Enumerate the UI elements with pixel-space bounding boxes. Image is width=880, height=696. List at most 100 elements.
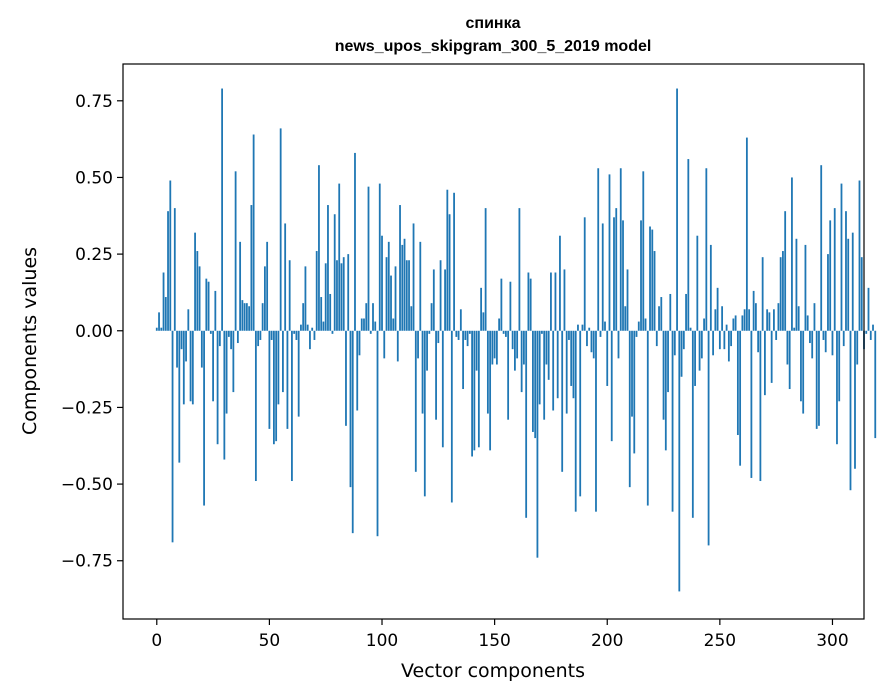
bar xyxy=(421,330,424,414)
bar xyxy=(840,183,843,331)
bar xyxy=(649,226,651,331)
bar xyxy=(770,330,773,383)
bar xyxy=(207,281,210,331)
bar xyxy=(703,318,705,331)
bar xyxy=(225,330,228,414)
bar xyxy=(437,330,440,344)
bar xyxy=(351,330,354,534)
bar xyxy=(286,330,289,429)
bar xyxy=(550,272,552,331)
bar xyxy=(734,315,737,331)
bar xyxy=(664,330,667,451)
bar xyxy=(631,330,633,417)
bar xyxy=(687,159,690,331)
bar xyxy=(394,266,397,331)
bar xyxy=(869,330,872,340)
bar xyxy=(777,303,780,331)
bar xyxy=(288,260,291,331)
bar xyxy=(764,330,766,396)
bar xyxy=(759,330,762,482)
bar xyxy=(196,251,199,331)
bar xyxy=(610,330,613,442)
bar xyxy=(838,330,841,402)
bar xyxy=(588,327,591,331)
bar xyxy=(529,278,532,331)
y-tick-label: 0.50 xyxy=(75,168,113,188)
bar xyxy=(678,330,681,592)
bar xyxy=(504,330,507,337)
bar xyxy=(723,330,726,350)
bar xyxy=(655,330,658,347)
plot-frame xyxy=(122,63,865,620)
bar xyxy=(347,254,350,331)
bar xyxy=(266,241,269,331)
bar xyxy=(815,330,818,429)
x-tick-label: 150 xyxy=(478,631,510,651)
bar xyxy=(455,330,458,337)
bar xyxy=(725,324,728,331)
bar xyxy=(340,263,343,331)
bar xyxy=(475,330,478,371)
bar xyxy=(606,330,609,386)
bar xyxy=(227,330,230,337)
bar xyxy=(277,330,280,405)
bar xyxy=(241,300,244,331)
bar xyxy=(221,88,223,331)
bar xyxy=(579,330,582,497)
bar xyxy=(155,327,158,331)
bar xyxy=(561,330,564,472)
bar xyxy=(493,330,496,359)
bar xyxy=(200,330,203,368)
bar xyxy=(730,330,733,347)
bar xyxy=(581,324,584,331)
y-tick-label: 0.00 xyxy=(75,322,113,342)
bar xyxy=(691,330,694,518)
bar xyxy=(682,330,685,350)
bar xyxy=(453,192,455,331)
bar xyxy=(874,330,877,439)
bar xyxy=(568,330,570,340)
bar xyxy=(374,321,377,331)
bar xyxy=(300,324,302,331)
bar xyxy=(182,330,185,405)
x-tick-label: 0 xyxy=(151,631,162,651)
bar xyxy=(318,165,320,331)
bar xyxy=(331,330,334,334)
bar xyxy=(716,287,719,331)
bar xyxy=(586,330,588,347)
bar xyxy=(689,327,692,331)
bar xyxy=(592,330,595,359)
bar xyxy=(164,297,167,331)
bar xyxy=(248,306,251,331)
bar xyxy=(509,281,512,331)
bar xyxy=(450,330,453,503)
bar xyxy=(773,309,775,331)
bar xyxy=(856,330,859,365)
bar xyxy=(378,183,381,331)
bars-group xyxy=(155,88,877,592)
bar xyxy=(167,211,169,331)
bar xyxy=(604,321,606,331)
bar xyxy=(813,303,816,331)
bar xyxy=(601,223,604,331)
bar xyxy=(234,171,237,331)
bar xyxy=(842,330,845,347)
bar xyxy=(230,330,233,350)
bar xyxy=(860,257,863,331)
bar xyxy=(327,205,329,331)
bar xyxy=(405,260,408,331)
chart-title: спинка xyxy=(466,15,521,32)
bar xyxy=(750,330,753,478)
bar xyxy=(311,327,314,331)
bar xyxy=(507,330,510,420)
bar xyxy=(757,330,760,353)
bar xyxy=(273,330,275,445)
bar xyxy=(705,168,708,331)
bar xyxy=(514,330,516,371)
bar xyxy=(797,306,800,331)
bar xyxy=(766,309,769,331)
bar xyxy=(847,238,850,331)
bar xyxy=(523,330,525,365)
bar xyxy=(743,309,746,331)
bar xyxy=(187,309,190,331)
